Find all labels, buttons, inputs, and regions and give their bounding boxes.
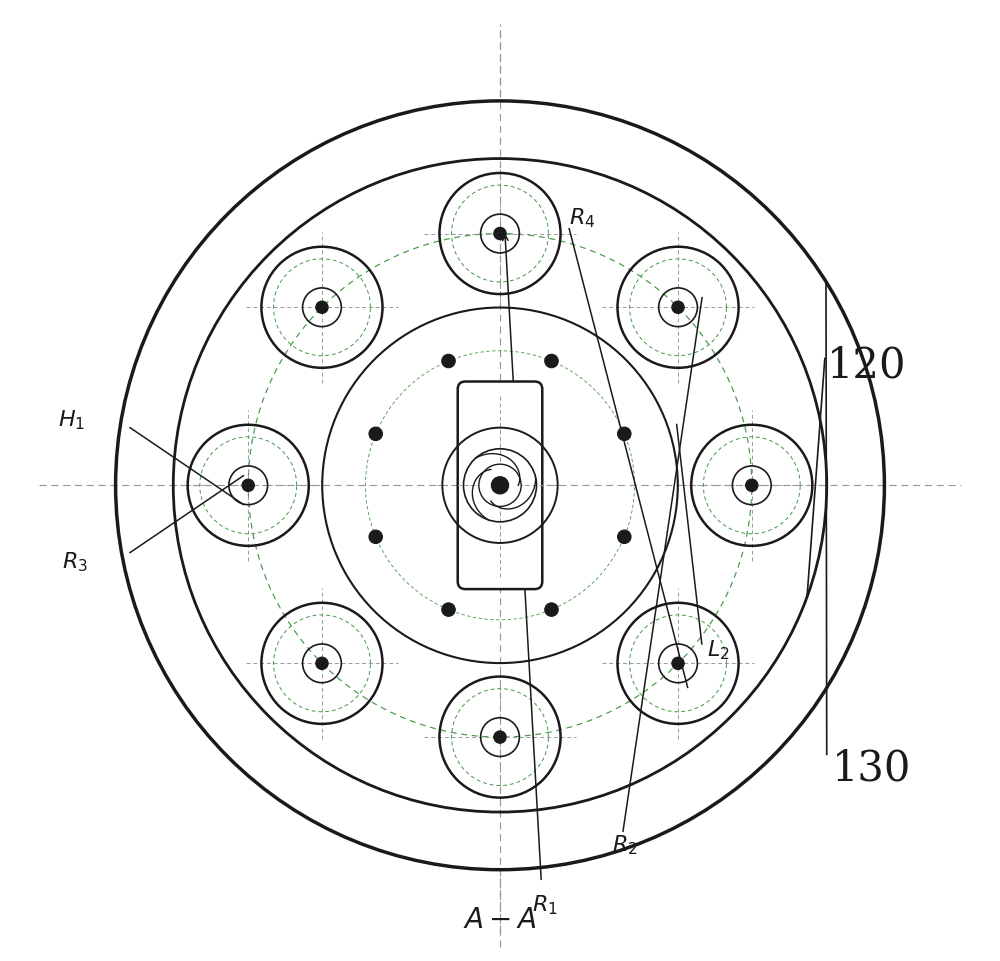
Circle shape [316,301,328,313]
Circle shape [242,480,254,491]
Circle shape [545,355,558,368]
Text: $R_2$: $R_2$ [612,834,638,857]
Circle shape [672,301,684,313]
Text: $R_3$: $R_3$ [62,551,88,574]
Circle shape [746,480,758,491]
Circle shape [479,464,521,506]
Circle shape [442,603,455,616]
Circle shape [618,427,631,440]
Circle shape [672,657,684,670]
Text: $L_2$: $L_2$ [707,639,729,662]
Circle shape [316,657,328,670]
FancyBboxPatch shape [458,382,542,589]
Text: $H_1$: $H_1$ [58,408,85,431]
Text: $A-A$: $A-A$ [463,907,537,934]
Circle shape [491,477,509,494]
Circle shape [369,530,382,544]
Circle shape [618,530,631,544]
Text: $R_4$: $R_4$ [569,207,596,230]
Circle shape [494,731,506,743]
Circle shape [494,228,506,239]
Text: $R_1$: $R_1$ [532,894,558,917]
Circle shape [545,603,558,616]
Circle shape [442,355,455,368]
Circle shape [369,427,382,440]
Text: 130: 130 [832,748,911,790]
Text: 120: 120 [827,344,906,386]
